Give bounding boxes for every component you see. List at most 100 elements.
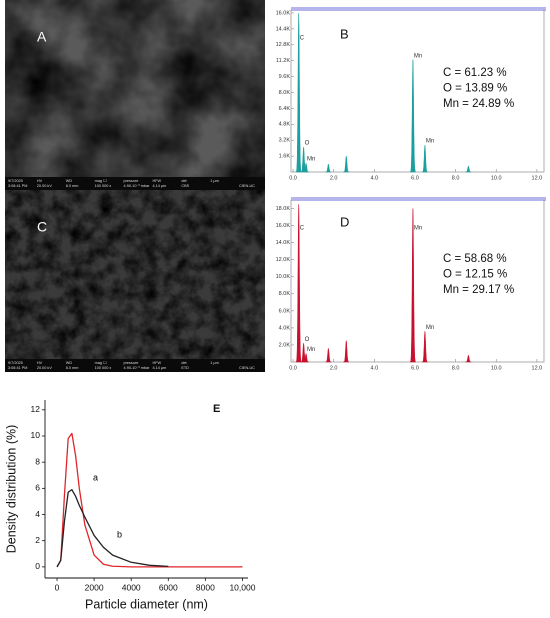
y-tick-label: 6.4K <box>279 106 291 112</box>
y-tick-label: 0 <box>35 561 40 571</box>
info-header: det <box>181 361 187 365</box>
info-value: ETD <box>181 366 189 370</box>
x-tick-label: 12.0 <box>532 175 543 181</box>
x-tick-label: 6.0 <box>411 365 419 371</box>
info-header: 1 μm <box>210 361 219 365</box>
x-tick-label: 8.0 <box>452 175 460 181</box>
info-value: 8.0 mm <box>66 184 79 188</box>
x-tick-label: 4.0 <box>370 175 378 181</box>
peak <box>421 330 429 363</box>
x-tick-label: 0.0 <box>289 175 297 181</box>
peak <box>295 12 302 173</box>
panel-label: E <box>213 403 220 415</box>
info-bar <box>5 177 265 190</box>
x-tick-label: 2.0 <box>330 365 338 371</box>
info-value: 4.14 μm <box>152 184 166 188</box>
y-tick-label: 6 <box>35 483 40 493</box>
peak <box>409 208 417 363</box>
y-tick-label: 18.0K <box>276 206 291 212</box>
peak <box>465 165 472 173</box>
x-tick-label: 0.0 <box>289 365 297 371</box>
x-tick-label: 2000 <box>85 582 104 592</box>
y-tick-label: 14.4K <box>276 26 291 32</box>
info-value: 3:08:41 PM <box>8 184 27 188</box>
x-tick-label: 10.0 <box>491 175 502 181</box>
y-tick-label: 4 <box>35 509 40 519</box>
peak <box>343 155 350 173</box>
y-tick-label: 10.0K <box>276 274 291 280</box>
x-tick-label: 2.0 <box>330 175 338 181</box>
info-value: 4.90-10⁻³ mbar <box>124 184 151 188</box>
info-header: HFW <box>152 179 161 183</box>
peak <box>409 59 417 173</box>
panel-label: B <box>340 26 349 41</box>
x-tick-label: 0 <box>55 582 60 592</box>
peak <box>343 340 350 363</box>
y-tick-label: 8.0K <box>279 291 291 297</box>
info-header: HV <box>37 179 43 183</box>
info-header: pressure <box>124 361 139 365</box>
y-tick-label: 10 <box>31 430 41 440</box>
y-tick-label: 16.0K <box>276 223 291 229</box>
info-header: pressure <box>124 179 139 183</box>
y-tick-label: 2 <box>35 535 40 545</box>
peak-label: Mn <box>307 157 315 163</box>
y-tick-label: 12.0K <box>276 257 291 263</box>
info-value: CBS <box>181 184 189 188</box>
y-tick-label: 16.0K <box>276 10 291 16</box>
panel-label: D <box>340 214 349 229</box>
info-header: mag ☐ <box>95 179 107 183</box>
series-line <box>56 489 169 568</box>
y-tick-label: 1.6K <box>279 154 291 160</box>
peak <box>295 204 302 363</box>
y-tick-label: 3.2K <box>279 138 291 144</box>
x-tick-label: 4000 <box>122 582 141 592</box>
peak <box>302 353 310 363</box>
peak <box>325 348 332 363</box>
info-header: WD <box>66 361 73 365</box>
composition: C = 58.68 % <box>443 253 507 265</box>
x-tick-label: 10.0 <box>491 365 502 371</box>
peak-label: Mn <box>307 347 315 353</box>
y-tick-label: 6.0K <box>279 308 291 314</box>
x-tick-label: 10,000 <box>229 582 255 592</box>
info-value: 100 000 x <box>95 366 112 370</box>
y-tick-label: 8 <box>35 456 40 466</box>
info-value: 8.0 mm <box>66 366 79 370</box>
plot-frame <box>290 199 545 363</box>
x-tick-label: 6.0 <box>411 175 419 181</box>
y-tick-label: 12 <box>31 404 41 414</box>
info-value: CIEN-UC <box>239 184 255 188</box>
composition: Mn = 24.89 % <box>443 98 514 110</box>
panel-label: A <box>37 29 47 45</box>
peak-label: C <box>300 36 305 42</box>
series-label: b <box>117 529 122 539</box>
y-tick-label: 11.2K <box>276 58 290 64</box>
composition: O = 13.89 % <box>443 83 507 95</box>
info-header: mag ☐ <box>95 361 107 365</box>
info-header: det <box>181 179 187 183</box>
y-tick-label: 9.6K <box>279 74 291 80</box>
info-value: 100 000 x <box>95 184 112 188</box>
x-tick-label: 12.0 <box>532 365 543 371</box>
y-tick-label: 4.0K <box>279 325 291 331</box>
x-tick-label: 6000 <box>159 582 178 592</box>
y-tick-label: 8.0K <box>279 90 291 96</box>
info-value: 4.90-10⁻³ mbar <box>124 366 151 370</box>
info-header: 9/7/2025 <box>8 361 23 365</box>
peak-label: Mn <box>426 139 434 145</box>
y-axis-label: Density distribution (%) <box>4 425 18 554</box>
peak <box>325 163 332 173</box>
y-tick-label: 2.0K <box>279 342 291 348</box>
y-tick-label: 12.8K <box>276 42 291 48</box>
peak <box>421 144 429 173</box>
y-tick-label: 14.0K <box>276 240 291 246</box>
peak-label: C <box>300 226 305 232</box>
sem-texture <box>5 0 265 177</box>
info-value: 3:08:41 PM <box>8 366 27 370</box>
info-value: 4.14 μm <box>152 366 166 370</box>
info-value: CIEN-UC <box>239 366 255 370</box>
peak-label: Mn <box>426 325 434 331</box>
info-value: 20.00 kV <box>37 366 52 370</box>
